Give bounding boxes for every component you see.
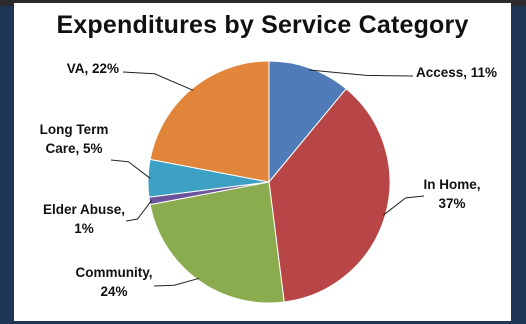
pie-slice-in-home: [268, 88, 391, 303]
data-labels: Access, 11% In Home, 37% Community, 24% Elder…: [40, 61, 497, 299]
data-label-community: Community, 24%: [76, 265, 153, 299]
pie-chart: Access, 11% In Home, 37% Community, 24% Elder…: [40, 60, 497, 304]
chart-title: Expenditures by Service Category: [56, 11, 469, 39]
pie-slice-access: [268, 60, 347, 184]
data-label-va: VA, 22%: [67, 61, 119, 76]
data-label-long-term-care: Long Term Care, 5%: [40, 122, 109, 156]
chart-panel: Expenditures by Service Category Access,…: [14, 3, 511, 321]
data-label-access: Access, 11%: [416, 65, 497, 80]
leader-line-community: [153, 277, 200, 287]
leader-line-va: [122, 71, 194, 91]
leader-lines: [110, 69, 425, 287]
leader-line-in-home: [382, 195, 425, 216]
leader-line-long-term-care: [110, 159, 151, 179]
pie-slices: [147, 60, 391, 304]
pie-slice-community: [149, 181, 285, 304]
pie-slice-va: [149, 60, 270, 183]
data-label-in-home: In Home, 37%: [423, 177, 480, 211]
leader-line-access: [309, 69, 414, 77]
data-label-elder-abuse: Elder Abuse, 1%: [43, 202, 125, 236]
leader-line-elder-abuse: [125, 200, 152, 222]
